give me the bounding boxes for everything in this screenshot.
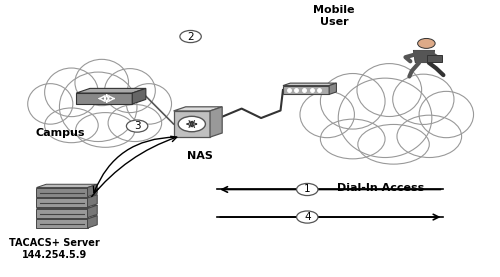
Ellipse shape: [108, 104, 162, 142]
Polygon shape: [36, 195, 97, 198]
Text: Dial-In Access: Dial-In Access: [336, 183, 424, 193]
Polygon shape: [414, 50, 434, 63]
Polygon shape: [132, 88, 146, 104]
Circle shape: [178, 116, 206, 132]
Ellipse shape: [320, 119, 385, 159]
Ellipse shape: [126, 84, 172, 124]
Circle shape: [296, 211, 318, 223]
Polygon shape: [174, 111, 210, 137]
Ellipse shape: [44, 108, 98, 143]
Polygon shape: [36, 188, 88, 197]
Polygon shape: [88, 205, 97, 218]
Ellipse shape: [75, 59, 128, 106]
Polygon shape: [36, 209, 88, 218]
Polygon shape: [36, 198, 88, 207]
Polygon shape: [76, 93, 132, 104]
Text: Mobile
User: Mobile User: [314, 5, 355, 27]
Ellipse shape: [357, 64, 422, 117]
Text: 3: 3: [134, 121, 140, 131]
Circle shape: [296, 183, 318, 196]
Ellipse shape: [358, 124, 430, 164]
Text: 2: 2: [188, 32, 194, 42]
Circle shape: [180, 30, 202, 43]
Ellipse shape: [397, 115, 462, 158]
Text: NAS: NAS: [188, 152, 213, 161]
Text: TACACS+ Server
144.254.5.9: TACACS+ Server 144.254.5.9: [9, 238, 100, 260]
Circle shape: [418, 39, 435, 48]
Polygon shape: [174, 107, 222, 111]
Polygon shape: [329, 83, 336, 94]
Ellipse shape: [300, 91, 354, 138]
Ellipse shape: [320, 73, 385, 129]
Polygon shape: [88, 184, 97, 197]
Polygon shape: [36, 205, 97, 209]
Ellipse shape: [28, 84, 73, 124]
Polygon shape: [76, 88, 146, 93]
Ellipse shape: [419, 91, 474, 138]
Ellipse shape: [104, 69, 156, 112]
Polygon shape: [283, 86, 329, 94]
Ellipse shape: [338, 78, 432, 158]
Polygon shape: [36, 184, 97, 188]
FancyBboxPatch shape: [428, 55, 442, 62]
Ellipse shape: [392, 74, 454, 124]
Polygon shape: [88, 216, 97, 228]
Polygon shape: [36, 216, 97, 219]
Polygon shape: [283, 83, 337, 86]
Ellipse shape: [76, 112, 135, 147]
Ellipse shape: [44, 68, 98, 117]
Polygon shape: [36, 219, 88, 228]
Text: 1: 1: [304, 184, 310, 194]
Circle shape: [126, 120, 148, 132]
Text: 4: 4: [304, 212, 310, 222]
Ellipse shape: [60, 72, 137, 142]
Polygon shape: [88, 195, 97, 207]
Polygon shape: [210, 107, 222, 137]
Text: Campus: Campus: [35, 128, 84, 138]
